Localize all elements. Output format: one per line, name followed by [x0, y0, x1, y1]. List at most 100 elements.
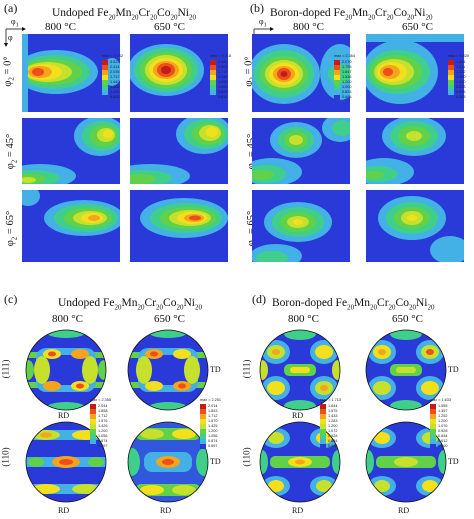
legend-value: 0.695 — [456, 90, 466, 94]
legend-swatch — [200, 404, 206, 409]
legend-swatch — [200, 424, 206, 429]
legend-swatch — [210, 60, 216, 65]
legend-value: 1.843 — [208, 409, 218, 413]
legend-max-label: max = 2.364 — [334, 54, 356, 58]
legend-value: 1.440 — [110, 80, 120, 84]
legend-value: 1.717 — [218, 70, 228, 74]
odf-b-800-phi2-45 — [252, 118, 350, 184]
legend-swatch — [334, 75, 340, 80]
legend-value: 1.570 — [208, 419, 218, 423]
legend-value: 2.070 — [342, 60, 352, 64]
legend-value: 1.200 — [342, 80, 352, 84]
legend-value: 1.322 — [456, 70, 466, 74]
legend-swatch — [210, 95, 216, 100]
legend-swatch — [430, 424, 436, 429]
legend-swatch — [102, 95, 108, 100]
rd-label-c-800-110: RD — [58, 506, 70, 515]
legend-value: 1.575 — [328, 409, 338, 413]
legend-swatch — [200, 439, 206, 444]
legend-value: 1.252 — [438, 414, 448, 418]
legend-max-label: max = 1.633 — [430, 398, 452, 402]
legend-value: 1.644 — [328, 404, 338, 408]
legend-value: 0.833 — [456, 85, 466, 89]
legend-swatch — [90, 414, 96, 419]
legend-value: 0.612 — [438, 439, 448, 443]
temp-d-650: 650 °C — [392, 313, 423, 325]
legend-swatch — [320, 419, 326, 424]
legend-swatch — [320, 409, 326, 414]
legend-swatch — [102, 90, 108, 95]
legend-value: 0.523 — [456, 95, 466, 99]
legend-swatch — [430, 444, 436, 449]
legend-swatch — [210, 65, 216, 70]
legend-value: 2.000 — [218, 65, 228, 69]
legend-swatch — [102, 80, 108, 85]
Phi-axis-label-a: φ — [8, 33, 13, 42]
legend-swatch — [334, 95, 340, 100]
legend-swatch — [90, 429, 96, 434]
legend-value: 2.014 — [208, 404, 218, 408]
legend-swatch — [334, 90, 340, 95]
legend-swatch — [320, 439, 326, 444]
legend-swatch — [320, 414, 326, 419]
legend-value: 0.612 — [218, 95, 228, 99]
panel-label-c: (c) — [4, 292, 18, 306]
legend-value: 1.712 — [98, 414, 108, 418]
legend-value: 1.425 — [208, 424, 218, 428]
legend-value: 1.433 — [328, 414, 338, 418]
legend-swatch — [430, 404, 436, 409]
legend-swatch — [430, 434, 436, 439]
legend-value: 0.928 — [438, 429, 448, 433]
legend-swatch — [102, 85, 108, 90]
legend-swatch — [334, 85, 340, 90]
legend-swatch — [102, 65, 108, 70]
legend-value: 1.283 — [328, 419, 338, 423]
legend-swatch — [210, 80, 216, 85]
legend-value: 2.414 — [110, 65, 120, 69]
legend-value: 1.795 — [342, 65, 352, 69]
legend-value: 1.440 — [218, 75, 228, 79]
td-label-d-110: TD — [448, 457, 459, 466]
legend-value: 1.647 — [342, 70, 352, 74]
legend-swatch — [448, 75, 454, 80]
legend-max-label: max = 1.820 — [448, 54, 470, 58]
legend-max-label: max = 3.018 — [210, 54, 232, 58]
legend-value: 0.612 — [328, 444, 338, 448]
rd-label-d-800-110: RD — [292, 506, 304, 515]
temp-c-650: 650 °C — [154, 313, 185, 325]
legend-value: 0.874 — [208, 439, 218, 443]
legend-value: 2.035 — [110, 70, 120, 74]
legend-value: 1.000 — [456, 80, 466, 84]
pf-d-650-111 — [366, 330, 446, 410]
legend-swatch — [448, 95, 454, 100]
legend-swatch — [334, 60, 340, 65]
pf-c-650-111 — [128, 330, 208, 410]
legend-swatch — [320, 404, 326, 409]
legend-max-label: max = 3.742 — [102, 54, 124, 58]
panel-label-a: (a) — [4, 1, 18, 15]
legend-swatch — [448, 60, 454, 65]
panel-title-a: Undoped Fe20Mn20Cr20Co20Ni20 — [52, 7, 196, 22]
legend-value: 1.858 — [98, 409, 108, 413]
legend-swatch — [210, 70, 216, 75]
legend-value: 1.200 — [98, 429, 108, 433]
legend-value: 3.023 — [110, 60, 120, 64]
legend-swatch — [448, 85, 454, 90]
legend-value: 0.697 — [98, 444, 108, 448]
pf-c-800-111 — [26, 330, 106, 410]
td-label-c-111: TD — [210, 365, 221, 374]
legend-swatch — [334, 70, 340, 75]
legend-swatch — [430, 409, 436, 414]
legend-max-label: max = 1.713 — [320, 398, 342, 402]
legend-value: 1.426 — [98, 424, 108, 428]
panel-title-c: Undoped Fe20Mn20Cr20Co20Ni20 — [58, 297, 202, 312]
legend-value: 1.056 — [98, 434, 108, 438]
phi1-axis-label-a: φ1 — [11, 17, 19, 29]
legend-swatch — [320, 434, 326, 439]
legend-swatch — [448, 90, 454, 95]
temp-d-800: 800 °C — [288, 313, 319, 325]
legend-value: 1.397 — [438, 409, 448, 413]
legend-value: 1.576 — [98, 419, 108, 423]
legend-max-label: max = 2.355 — [90, 398, 112, 402]
legend-swatch — [430, 419, 436, 424]
